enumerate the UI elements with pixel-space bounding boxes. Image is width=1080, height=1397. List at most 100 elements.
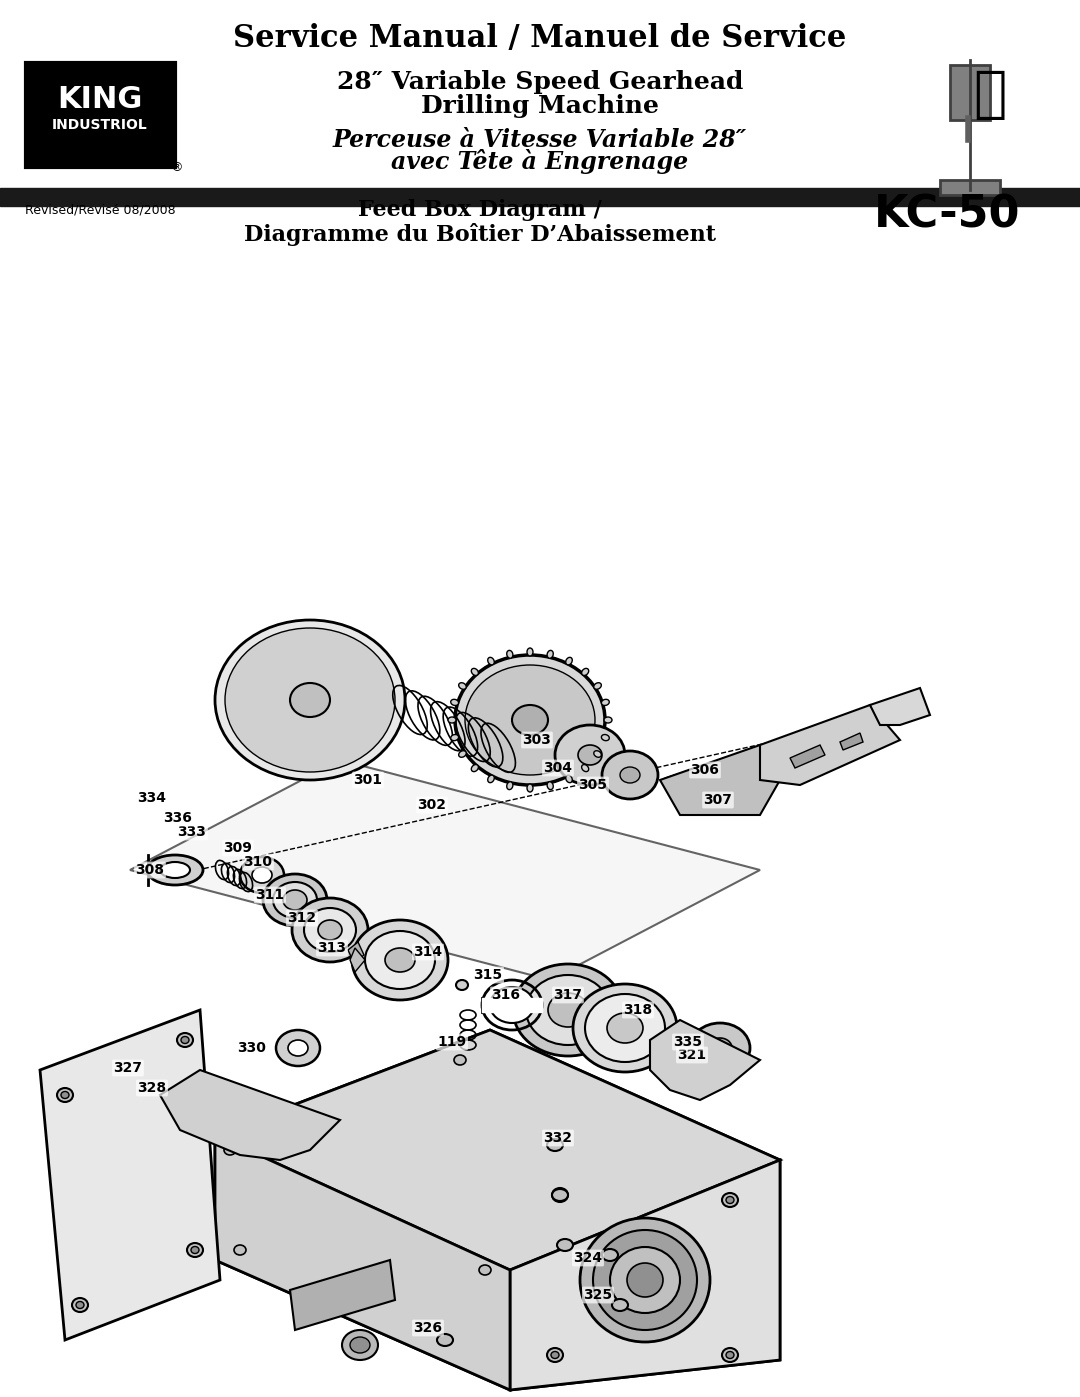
- Text: 327: 327: [113, 1060, 143, 1076]
- Ellipse shape: [556, 1192, 564, 1199]
- Ellipse shape: [602, 752, 658, 799]
- Ellipse shape: [548, 782, 553, 789]
- Ellipse shape: [555, 725, 625, 785]
- Ellipse shape: [507, 651, 513, 658]
- Polygon shape: [650, 1020, 760, 1099]
- Text: Feed Box Diagram /: Feed Box Diagram /: [359, 198, 602, 221]
- Ellipse shape: [546, 1139, 563, 1151]
- Text: 333: 333: [177, 826, 206, 840]
- Ellipse shape: [546, 1348, 563, 1362]
- Ellipse shape: [566, 658, 572, 665]
- Text: 325: 325: [583, 1288, 612, 1302]
- Polygon shape: [510, 1160, 780, 1390]
- Ellipse shape: [578, 745, 602, 766]
- Text: 312: 312: [287, 911, 316, 925]
- Ellipse shape: [552, 1189, 568, 1201]
- Text: Perceuse à Vitesse Variable 28″: Perceuse à Vitesse Variable 28″: [333, 129, 747, 152]
- Ellipse shape: [708, 1038, 732, 1058]
- Ellipse shape: [318, 921, 342, 940]
- Bar: [0, 189, 1080, 205]
- Polygon shape: [350, 949, 365, 972]
- Text: avec Tête à Engrenage: avec Tête à Engrenage: [391, 149, 689, 175]
- Ellipse shape: [604, 717, 612, 724]
- Ellipse shape: [454, 1055, 465, 1065]
- Ellipse shape: [566, 775, 572, 782]
- Polygon shape: [660, 745, 780, 814]
- Ellipse shape: [292, 898, 368, 963]
- Polygon shape: [840, 733, 863, 750]
- Ellipse shape: [607, 1013, 643, 1044]
- Ellipse shape: [177, 1032, 193, 1046]
- Ellipse shape: [612, 1299, 627, 1310]
- Ellipse shape: [548, 993, 588, 1027]
- Ellipse shape: [350, 1337, 370, 1354]
- Text: 301: 301: [353, 773, 382, 787]
- Text: 334: 334: [137, 791, 166, 805]
- Ellipse shape: [602, 700, 609, 705]
- Text: 314: 314: [414, 944, 443, 958]
- Ellipse shape: [582, 764, 589, 771]
- Ellipse shape: [60, 1091, 69, 1098]
- Text: 306: 306: [690, 763, 719, 777]
- Ellipse shape: [580, 1218, 710, 1343]
- Ellipse shape: [512, 705, 548, 735]
- Ellipse shape: [187, 1243, 203, 1257]
- Ellipse shape: [225, 629, 395, 773]
- Ellipse shape: [620, 767, 640, 782]
- Ellipse shape: [264, 875, 327, 926]
- Text: 321: 321: [677, 1048, 706, 1062]
- Ellipse shape: [303, 908, 356, 951]
- Bar: [950, 66, 990, 120]
- Ellipse shape: [723, 1348, 738, 1362]
- Ellipse shape: [276, 1030, 320, 1066]
- Text: 304: 304: [543, 761, 572, 775]
- Polygon shape: [40, 1010, 220, 1340]
- Text: 324: 324: [573, 1250, 603, 1266]
- Text: 311: 311: [256, 888, 284, 902]
- Ellipse shape: [160, 862, 190, 877]
- Text: KING: KING: [57, 85, 143, 115]
- Ellipse shape: [602, 1249, 618, 1261]
- Text: 28″ Variable Speed Gearhead: 28″ Variable Speed Gearhead: [337, 70, 743, 94]
- Text: 308: 308: [135, 863, 164, 877]
- Bar: [482, 997, 542, 1011]
- Ellipse shape: [181, 1037, 189, 1044]
- Text: ®: ®: [171, 162, 184, 175]
- Polygon shape: [291, 1260, 395, 1330]
- Ellipse shape: [527, 648, 534, 657]
- Text: 318: 318: [623, 1003, 652, 1017]
- Ellipse shape: [723, 1193, 738, 1207]
- Text: 317: 317: [554, 988, 582, 1002]
- Ellipse shape: [288, 1039, 308, 1056]
- Polygon shape: [130, 760, 760, 981]
- Text: 305: 305: [579, 778, 607, 792]
- Ellipse shape: [291, 683, 330, 717]
- Ellipse shape: [76, 1302, 84, 1309]
- Ellipse shape: [147, 855, 203, 886]
- Text: Service Manual / Manuel de Service: Service Manual / Manuel de Service: [233, 22, 847, 53]
- Ellipse shape: [72, 1298, 87, 1312]
- Ellipse shape: [240, 856, 284, 893]
- Text: 302: 302: [418, 798, 446, 812]
- Ellipse shape: [384, 949, 415, 972]
- Ellipse shape: [471, 764, 478, 771]
- Ellipse shape: [234, 1245, 246, 1255]
- Polygon shape: [348, 942, 364, 963]
- Ellipse shape: [273, 882, 318, 918]
- Ellipse shape: [548, 651, 553, 658]
- Ellipse shape: [456, 981, 468, 990]
- Ellipse shape: [582, 668, 589, 676]
- Ellipse shape: [726, 1196, 734, 1203]
- Ellipse shape: [526, 975, 610, 1045]
- Ellipse shape: [594, 750, 602, 757]
- Ellipse shape: [552, 1187, 568, 1201]
- Text: Diagramme du Boîtier D’Abaissement: Diagramme du Boîtier D’Abaissement: [244, 224, 716, 246]
- Ellipse shape: [585, 995, 665, 1062]
- Ellipse shape: [437, 1334, 453, 1345]
- Ellipse shape: [215, 620, 405, 780]
- Ellipse shape: [488, 658, 495, 665]
- Ellipse shape: [490, 988, 534, 1023]
- FancyBboxPatch shape: [26, 63, 175, 168]
- Text: Revised/Revisé 08/2008: Revised/Revisé 08/2008: [25, 204, 176, 217]
- Ellipse shape: [557, 1239, 573, 1250]
